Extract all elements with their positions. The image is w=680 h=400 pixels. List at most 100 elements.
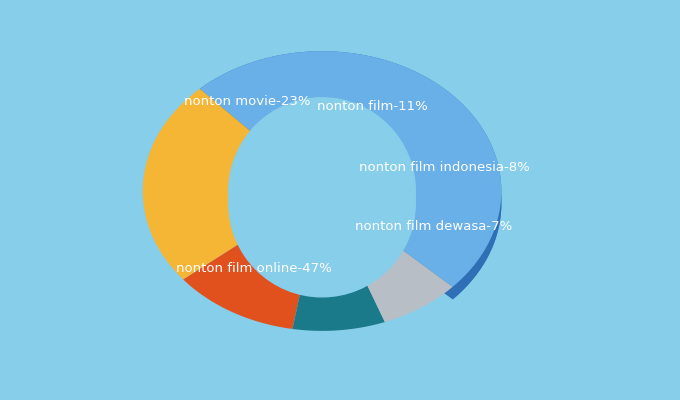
Polygon shape [401, 65, 403, 78]
Polygon shape [382, 59, 384, 72]
Polygon shape [471, 268, 472, 282]
Polygon shape [262, 59, 265, 72]
Polygon shape [455, 284, 456, 297]
Polygon shape [480, 125, 481, 139]
Polygon shape [424, 76, 426, 90]
Polygon shape [464, 275, 466, 288]
Polygon shape [265, 58, 266, 71]
Polygon shape [399, 65, 401, 78]
Polygon shape [307, 52, 309, 64]
Polygon shape [220, 75, 222, 89]
Polygon shape [339, 52, 341, 64]
Polygon shape [426, 77, 428, 90]
Polygon shape [214, 79, 216, 92]
Polygon shape [442, 87, 443, 100]
Polygon shape [423, 75, 424, 89]
Polygon shape [485, 133, 486, 147]
Polygon shape [476, 262, 477, 275]
Polygon shape [384, 60, 386, 73]
Polygon shape [387, 61, 389, 74]
Polygon shape [299, 52, 300, 65]
Polygon shape [291, 53, 293, 66]
Polygon shape [429, 79, 430, 92]
Polygon shape [469, 110, 470, 124]
Polygon shape [205, 84, 207, 98]
Text: nonton film online-47%: nonton film online-47% [176, 262, 332, 275]
Polygon shape [208, 82, 209, 96]
Polygon shape [438, 84, 439, 98]
Polygon shape [474, 264, 475, 278]
Polygon shape [468, 109, 469, 123]
Polygon shape [468, 271, 469, 285]
Polygon shape [247, 64, 249, 76]
Polygon shape [454, 285, 455, 298]
Polygon shape [252, 62, 254, 75]
Polygon shape [461, 102, 462, 116]
Polygon shape [404, 66, 405, 80]
Polygon shape [413, 71, 415, 84]
Text: nonton film dewasa-7%: nonton film dewasa-7% [354, 220, 512, 233]
Polygon shape [375, 57, 377, 70]
Polygon shape [242, 65, 243, 78]
Polygon shape [359, 54, 360, 67]
Polygon shape [418, 73, 420, 86]
Polygon shape [289, 53, 291, 66]
Polygon shape [305, 52, 307, 64]
Polygon shape [392, 62, 394, 76]
Polygon shape [407, 68, 409, 81]
Polygon shape [473, 115, 474, 129]
Polygon shape [315, 51, 317, 64]
Polygon shape [226, 72, 228, 86]
Polygon shape [322, 51, 324, 64]
Polygon shape [200, 51, 501, 287]
Polygon shape [330, 51, 331, 64]
Polygon shape [200, 64, 501, 300]
Polygon shape [483, 130, 484, 144]
Polygon shape [368, 56, 369, 69]
Polygon shape [443, 88, 445, 102]
Polygon shape [457, 99, 458, 113]
Polygon shape [486, 134, 487, 148]
Polygon shape [477, 260, 478, 274]
Polygon shape [433, 81, 435, 95]
Polygon shape [369, 56, 371, 69]
Polygon shape [239, 66, 241, 80]
Polygon shape [428, 78, 429, 91]
Polygon shape [445, 89, 446, 102]
Polygon shape [463, 105, 464, 118]
Polygon shape [341, 52, 343, 65]
Polygon shape [343, 52, 344, 65]
Polygon shape [309, 52, 311, 64]
Polygon shape [275, 56, 277, 69]
Polygon shape [211, 80, 212, 94]
Polygon shape [466, 108, 468, 122]
Polygon shape [479, 256, 481, 270]
Polygon shape [371, 56, 373, 70]
Polygon shape [328, 51, 330, 64]
Polygon shape [417, 72, 418, 86]
Polygon shape [212, 80, 214, 93]
Polygon shape [466, 272, 468, 286]
Polygon shape [412, 70, 413, 83]
Polygon shape [257, 60, 259, 73]
Polygon shape [366, 56, 368, 68]
Polygon shape [380, 59, 382, 72]
Polygon shape [415, 72, 417, 85]
Polygon shape [486, 246, 487, 260]
Polygon shape [470, 269, 471, 283]
Polygon shape [288, 54, 289, 66]
Polygon shape [465, 107, 466, 121]
Polygon shape [410, 69, 412, 82]
Polygon shape [235, 68, 237, 81]
Polygon shape [294, 53, 296, 65]
Polygon shape [471, 113, 472, 127]
Polygon shape [430, 80, 432, 93]
Polygon shape [479, 124, 480, 138]
Polygon shape [311, 51, 313, 64]
Polygon shape [217, 77, 218, 90]
Polygon shape [203, 86, 204, 99]
Polygon shape [459, 280, 460, 294]
Polygon shape [209, 81, 211, 95]
Polygon shape [394, 63, 396, 76]
Polygon shape [447, 91, 449, 104]
